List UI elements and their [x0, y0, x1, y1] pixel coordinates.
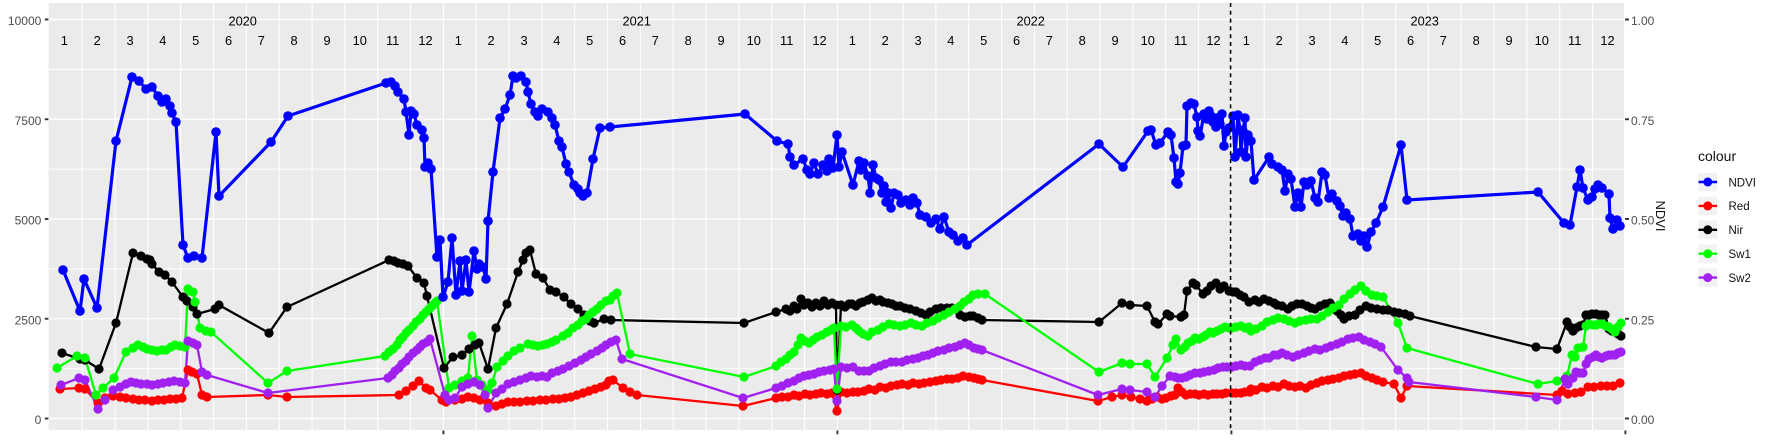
svg-text:9: 9: [1111, 33, 1118, 48]
svg-text:6: 6: [1407, 33, 1414, 48]
svg-text:1: 1: [61, 33, 68, 48]
svg-text:5: 5: [1374, 33, 1381, 48]
svg-text:Sw2: Sw2: [1729, 273, 1751, 285]
svg-text:2500: 2500: [15, 313, 42, 327]
svg-text:0.75: 0.75: [1631, 114, 1655, 128]
svg-text:11: 11: [780, 33, 793, 48]
svg-text:11: 11: [1568, 33, 1581, 48]
svg-text:8: 8: [1473, 33, 1480, 48]
svg-text:Sw1: Sw1: [1729, 249, 1751, 261]
svg-text:12: 12: [812, 33, 826, 48]
svg-text:0.50: 0.50: [1631, 214, 1655, 228]
svg-text:8: 8: [685, 33, 692, 48]
svg-text:11: 11: [1174, 33, 1187, 48]
svg-text:4: 4: [947, 33, 954, 48]
svg-text:6: 6: [619, 33, 626, 48]
svg-text:3: 3: [520, 33, 527, 48]
svg-text:5: 5: [586, 33, 593, 48]
svg-text:Red: Red: [1729, 201, 1750, 213]
svg-text:2021: 2021: [622, 13, 650, 28]
svg-text:2: 2: [94, 33, 101, 48]
svg-text:5: 5: [192, 33, 199, 48]
svg-text:7: 7: [1046, 33, 1053, 48]
svg-text:9: 9: [717, 33, 724, 48]
svg-text:4: 4: [553, 33, 560, 48]
svg-text:NDVI: NDVI: [1729, 177, 1756, 189]
svg-text:9: 9: [1505, 33, 1512, 48]
svg-text:4: 4: [159, 33, 166, 48]
svg-text:11: 11: [386, 33, 399, 48]
svg-text:10: 10: [747, 33, 761, 48]
svg-text:NDVI: NDVI: [1653, 200, 1668, 231]
svg-text:10: 10: [1535, 33, 1549, 48]
svg-text:5: 5: [980, 33, 987, 48]
svg-text:colour: colour: [1698, 148, 1736, 164]
svg-text:7: 7: [258, 33, 265, 48]
svg-text:0.25: 0.25: [1631, 313, 1655, 327]
svg-text:5000: 5000: [15, 214, 42, 228]
svg-text:0: 0: [35, 413, 42, 427]
svg-text:2022: 2022: [1016, 13, 1044, 28]
svg-text:1.00: 1.00: [1631, 14, 1655, 28]
svg-text:8: 8: [1079, 33, 1086, 48]
svg-text:10000: 10000: [8, 14, 42, 28]
svg-text:12: 12: [418, 33, 432, 48]
svg-text:10: 10: [353, 33, 367, 48]
svg-text:2020: 2020: [228, 13, 256, 28]
svg-text:1: 1: [1243, 33, 1250, 48]
svg-text:7: 7: [652, 33, 659, 48]
svg-text:12: 12: [1206, 33, 1220, 48]
svg-text:2: 2: [488, 33, 495, 48]
svg-text:10: 10: [1141, 33, 1155, 48]
svg-text:0.00: 0.00: [1631, 413, 1655, 427]
svg-text:8: 8: [291, 33, 298, 48]
svg-text:6: 6: [1013, 33, 1020, 48]
svg-text:7: 7: [1440, 33, 1447, 48]
svg-text:6: 6: [225, 33, 232, 48]
svg-text:2: 2: [882, 33, 889, 48]
svg-text:9: 9: [323, 33, 330, 48]
svg-text:Nir: Nir: [1729, 225, 1744, 237]
svg-text:3: 3: [1308, 33, 1315, 48]
svg-text:3: 3: [914, 33, 921, 48]
svg-text:7500: 7500: [15, 114, 42, 128]
svg-text:1: 1: [455, 33, 462, 48]
svg-text:1: 1: [849, 33, 856, 48]
svg-text:12: 12: [1600, 33, 1614, 48]
svg-text:3: 3: [126, 33, 133, 48]
svg-text:4: 4: [1341, 33, 1348, 48]
svg-text:2023: 2023: [1410, 13, 1438, 28]
svg-text:2: 2: [1276, 33, 1283, 48]
